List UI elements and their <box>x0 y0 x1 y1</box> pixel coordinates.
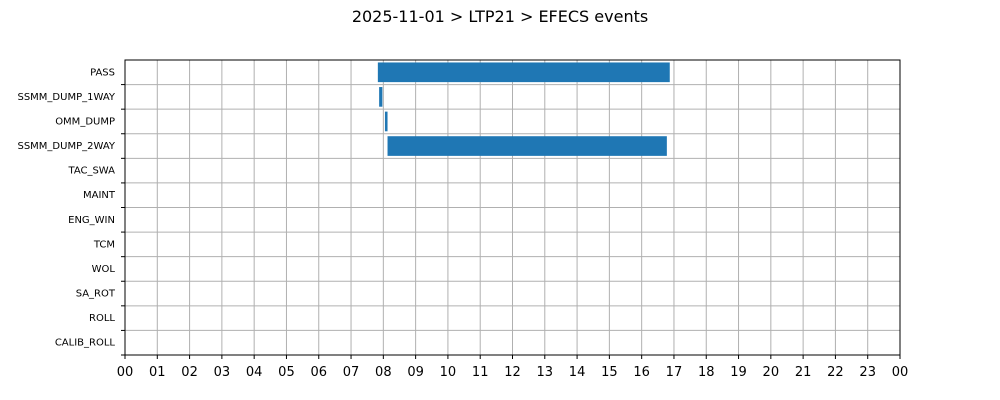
x-tick-label: 06 <box>310 365 327 380</box>
event-bar <box>387 136 667 156</box>
x-tick-label: 20 <box>763 365 780 380</box>
y-tick-label: SSMM_DUMP_1WAY <box>17 92 115 103</box>
plot-frame <box>124 59 901 356</box>
y-tick-label: CALIB_ROLL <box>55 338 116 349</box>
x-tick-label: 05 <box>278 365 295 380</box>
x-tick-label: 00 <box>117 365 134 380</box>
x-tick-label: 11 <box>472 365 489 380</box>
x-tick-label: 03 <box>214 365 231 380</box>
x-tick-label: 19 <box>730 365 747 380</box>
x-tick-label: 22 <box>827 365 844 380</box>
y-tick-label: SSMM_DUMP_2WAY <box>17 141 115 152</box>
x-tick-label: 02 <box>181 365 198 380</box>
y-tick-label: OMM_DUMP <box>55 116 115 127</box>
event-bar <box>384 111 388 132</box>
event-bar <box>377 62 670 83</box>
y-tick-label: WOL <box>92 264 116 275</box>
y-tick-label: ROLL <box>89 313 115 324</box>
x-tick-label: 01 <box>149 365 166 380</box>
y-tick-label: MAINT <box>83 190 116 201</box>
x-tick-label: 15 <box>601 365 618 380</box>
event-bar <box>379 87 383 107</box>
y-tick-label: PASS <box>90 67 115 78</box>
y-tick-label: TAC_SWA <box>67 166 115 177</box>
y-tick-label: SA_ROT <box>76 289 116 300</box>
x-tick-label: 17 <box>666 365 683 380</box>
x-tick-label: 16 <box>633 365 650 380</box>
x-tick-label: 13 <box>537 365 554 380</box>
x-tick-label: 10 <box>440 365 457 380</box>
x-tick-label: 09 <box>407 365 424 380</box>
x-axis: 00 01 02 03 04 05 06 07 08 09 10 11 12 13 14 15 16 17 18 19… <box>117 355 909 380</box>
x-tick-label: 14 <box>569 365 586 380</box>
y-tick-label: TCM <box>93 239 115 250</box>
y-tick-label: ENG_WIN <box>68 215 115 226</box>
x-tick-label: 04 <box>246 365 263 380</box>
bars-layer <box>377 62 670 156</box>
x-tick-label: 23 <box>859 365 876 380</box>
x-tick-label: 12 <box>504 365 521 380</box>
x-tick-label: 00 <box>892 365 909 380</box>
x-tick-label: 08 <box>375 365 392 380</box>
grid-layer <box>125 60 900 355</box>
chart-title: 2025-11-01 > LTP21 > EFECS events <box>352 7 648 26</box>
x-tick-label: 18 <box>698 365 715 380</box>
x-tick-label: 07 <box>343 365 360 380</box>
x-tick-label: 21 <box>795 365 812 380</box>
y-axis: PASS SSMM_DUMP_1WAY OMM_DUMP SSMM_DUMP_2WAY… <box>17 67 125 356</box>
